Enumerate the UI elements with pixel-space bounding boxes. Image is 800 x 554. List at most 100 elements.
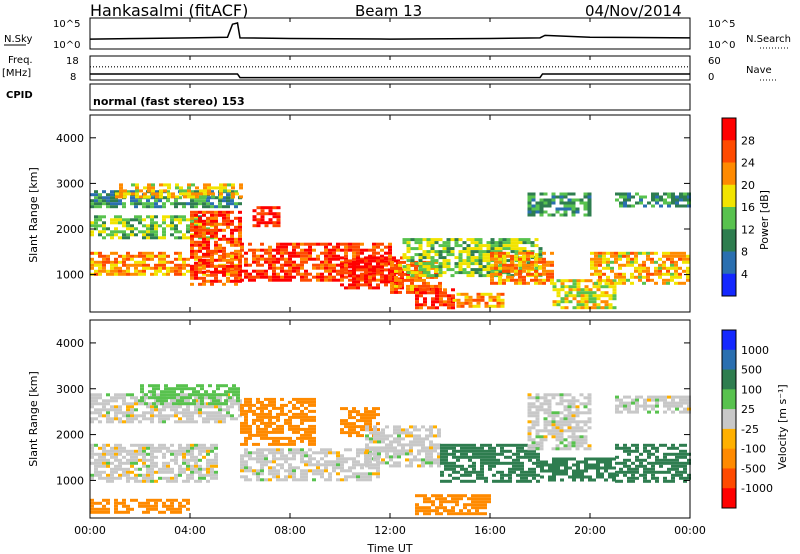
vel-panel-cell-1 — [212, 390, 216, 394]
power-panel-cell-4 — [226, 213, 230, 217]
vel-panel-cell-5 — [300, 415, 304, 419]
vel-panel-cell-4 — [260, 472, 264, 476]
power-panel-cell-2 — [154, 227, 158, 231]
power-panel-cell-5 — [380, 275, 384, 279]
vel-panel-cell-12 — [679, 455, 683, 459]
power-panel-cell-10 — [492, 295, 497, 299]
vel-panel-cell-7 — [381, 446, 385, 450]
power-panel-cell-6 — [264, 212, 269, 216]
power-panel-cell-2 — [150, 215, 154, 219]
vel-panel-cell-7 — [373, 455, 377, 459]
vel-panel-cell-7 — [401, 449, 405, 453]
power-panel-cell-5 — [348, 269, 352, 273]
power-panel-cell-5 — [324, 248, 328, 252]
power-panel-cell-4 — [194, 228, 198, 232]
power-panel-cell-11 — [478, 274, 483, 278]
vel-panel-cell-5 — [296, 412, 300, 416]
power-panel-cell-11 — [434, 241, 439, 245]
vel-panel-cell-9 — [480, 464, 484, 468]
vel-panel-cell-2 — [214, 458, 218, 462]
power-panel-cell-4 — [222, 267, 226, 271]
power-panel-cell-4 — [222, 228, 226, 232]
power-panel-cell-5 — [300, 263, 304, 267]
power-panel-cell-5 — [344, 248, 348, 252]
vel-panel-cell-4 — [328, 475, 332, 479]
power-panel-cell-5 — [336, 254, 340, 258]
power-panel-cell-11 — [450, 253, 455, 257]
vel-panel-cell-7 — [397, 434, 401, 438]
power-panel-cell-5 — [260, 272, 264, 276]
power-panel-cell-6 — [276, 221, 281, 225]
vel-panel-cell-10 — [563, 423, 568, 427]
power-panel-cell-3 — [162, 263, 166, 267]
power-panel-cell-5 — [288, 263, 292, 267]
vel-panel-cell-4 — [256, 478, 260, 482]
vel-panel-cell-2 — [202, 443, 206, 447]
vel-panel-cell-10 — [571, 441, 576, 445]
power-panel-cell-4 — [230, 219, 234, 223]
power-panel-cell-5 — [264, 275, 268, 279]
power-panel-cell-11 — [486, 268, 491, 272]
power-panel-cell-5 — [260, 242, 264, 246]
vel-panel-cell-12 — [683, 449, 687, 453]
vel-panel-cell-10 — [547, 399, 552, 403]
power-panel-cell-8 — [390, 260, 394, 264]
power-panel-cell-11 — [518, 256, 523, 260]
power-panel-cell-11 — [522, 250, 527, 254]
power-panel-cell-14 — [608, 303, 613, 307]
power-panel-cell-15 — [594, 254, 598, 258]
vel-panel-cell-0 — [106, 411, 110, 415]
vel-panel-cell-9 — [512, 452, 516, 456]
vel-panel-cell-10 — [551, 417, 556, 421]
vel-panel-cell-11 — [540, 466, 544, 470]
vel-panel-cell-1 — [180, 384, 184, 388]
power-panel-cell-11 — [450, 268, 455, 272]
vel-panel-cell-5 — [260, 415, 264, 419]
vel-panel-cell-4 — [256, 457, 260, 461]
power-panel-cell-8 — [410, 260, 414, 264]
vel-panel-cell-7 — [409, 449, 413, 453]
vel-panel-cell-7 — [393, 452, 397, 456]
vel-panel-cell-4 — [376, 469, 380, 473]
vel-panel-cell-8 — [447, 494, 451, 498]
vel-panel-cell-5 — [304, 433, 308, 437]
vel-panel-cell-9 — [472, 449, 476, 453]
vel-panel-cell-8 — [471, 512, 475, 516]
vel-panel-cell-4 — [304, 469, 308, 473]
power-panel-cell-14 — [604, 306, 609, 310]
vel-panel-cell-12 — [623, 443, 627, 447]
vel-panel-cell-4 — [296, 478, 300, 482]
power-panel-cell-5 — [300, 257, 304, 261]
vel-panel-cell-2 — [138, 473, 142, 477]
vel-panel-cell-2 — [126, 470, 130, 474]
power-panel-cell-5 — [352, 242, 356, 246]
power-panel-cell-12 — [514, 272, 518, 276]
vel-panel-cell-10 — [555, 435, 560, 439]
vel-panel-cell-0 — [178, 411, 182, 415]
power-panel-cell-15 — [598, 260, 602, 264]
vel-panel-cell-9 — [520, 476, 524, 480]
vel-panel-cell-5 — [272, 406, 276, 410]
vel-panel-cell-4 — [288, 475, 292, 479]
vel-panel-cell-10 — [579, 402, 584, 406]
vel-panel-cell-7 — [425, 452, 429, 456]
power-panel-cell-11 — [434, 238, 439, 242]
power-panel-cell-5 — [288, 257, 292, 261]
vel-panel-cell-2 — [194, 455, 198, 459]
vel-panel-cell-2 — [194, 461, 198, 465]
power-panel-cell-8 — [414, 284, 418, 288]
vel-panel-cell-10 — [527, 444, 532, 448]
vel-panel-cell-0 — [226, 405, 230, 409]
vel-panel-cell-5 — [308, 430, 312, 434]
vel-panel-cell-12 — [679, 476, 683, 480]
vel-panel-cell-9 — [444, 467, 448, 471]
power-panel-cell-15 — [610, 254, 614, 258]
power-panel-cell-14 — [580, 279, 585, 283]
vel-panel-cell-5 — [308, 442, 312, 446]
power-panel-cell-5 — [328, 275, 332, 279]
power-panel-cell-4 — [222, 252, 226, 256]
power-panel-cell-6 — [276, 218, 281, 222]
vel-panel-cell-9 — [472, 467, 476, 471]
vel-panel-cell-9 — [532, 452, 536, 456]
power-panel-cell-7 — [372, 256, 376, 260]
